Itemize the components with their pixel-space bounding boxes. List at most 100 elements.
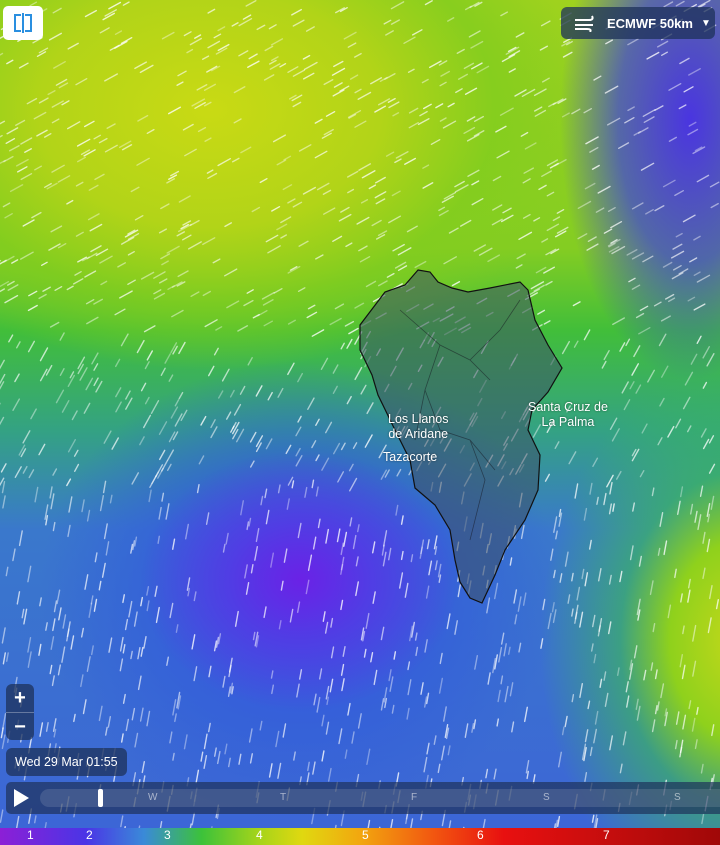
wind-streak: [534, 109, 547, 117]
wind-streak: [694, 510, 698, 523]
wind-streak: [363, 648, 367, 658]
wind-streak: [665, 293, 675, 300]
wind-streak: [577, 233, 588, 240]
wind-streak: [463, 126, 476, 135]
wind-streak: [134, 214, 144, 221]
timeline-handle[interactable]: [98, 789, 104, 807]
wind-streak: [255, 435, 264, 448]
wind-streak: [637, 609, 641, 621]
wind-streak: [641, 423, 648, 434]
wind-streak: [254, 631, 259, 647]
wind-streak: [286, 498, 290, 510]
wind-streak: [332, 385, 338, 394]
wind-streak: [76, 156, 87, 163]
wind-streak: [171, 309, 184, 318]
wind-streak: [525, 760, 530, 774]
wind-streak: [464, 87, 478, 96]
day-label[interactable]: F: [411, 792, 418, 803]
play-button[interactable]: [6, 782, 36, 814]
wind-streak: [48, 32, 62, 41]
day-label[interactable]: S: [674, 792, 681, 803]
wind-streak: [120, 236, 135, 245]
wind-streak: [463, 62, 475, 70]
zoom-out-button[interactable]: −: [14, 715, 26, 738]
place-los-llanos[interactable]: Los Llanos de Aridane: [388, 412, 449, 441]
wind-streak: [553, 823, 557, 828]
wind-streak: [120, 733, 124, 743]
place-santa-cruz[interactable]: Santa Cruz de La Palma: [528, 400, 608, 429]
wind-streak: [584, 572, 589, 587]
place-tazacorte[interactable]: Tazacorte: [383, 450, 438, 464]
wind-streak: [287, 476, 294, 486]
wind-streak: [9, 184, 24, 193]
wind-streak: [161, 492, 165, 502]
wind-streak: [340, 442, 346, 451]
wind-streak: [231, 686, 234, 695]
wind-streak: [211, 826, 213, 828]
wind-streak: [443, 256, 457, 265]
wind-streak: [348, 113, 357, 119]
wind-streak: [515, 32, 525, 38]
wind-streak: [158, 449, 166, 461]
day-label[interactable]: T: [280, 792, 287, 803]
timeline-track[interactable]: W T F S S: [40, 789, 720, 807]
wind-streak: [687, 425, 692, 433]
wind-streak: [696, 274, 711, 283]
wind-streak: [606, 474, 614, 488]
model-selector[interactable]: ECMWF 50km ▼: [561, 7, 715, 39]
wind-streak: [347, 109, 362, 119]
wind-streak: [66, 199, 74, 205]
wind-streak: [546, 420, 555, 433]
logo-button[interactable]: [3, 6, 43, 40]
wind-streak: [679, 746, 683, 758]
wind-streak: [269, 59, 277, 65]
wind-streak: [276, 159, 287, 166]
wind-streak: [197, 126, 207, 133]
wind-streak: [534, 106, 543, 112]
wind-streak: [176, 691, 181, 709]
wind-streak: [414, 632, 418, 641]
wind-streak: [248, 517, 252, 527]
wind-streak: [138, 825, 141, 828]
wind-streak: [233, 118, 242, 124]
wind-streak: [158, 421, 168, 435]
wind-streak: [83, 120, 95, 128]
wind-streak: [20, 137, 33, 145]
wind-streak: [71, 410, 78, 421]
wind-streak: [654, 205, 665, 212]
wind-streak: [556, 226, 569, 234]
wind-streak: [391, 190, 401, 197]
wind-streak: [368, 184, 377, 190]
wind-streak: [643, 116, 655, 124]
wind-streak: [639, 305, 649, 311]
wind-streak: [439, 117, 447, 122]
wind-streak: [22, 430, 31, 444]
wind-streak: [3, 155, 14, 163]
wind-streak: [51, 675, 55, 687]
wind-streak: [571, 572, 574, 582]
wind-streak: [100, 280, 108, 286]
wind-streak: [108, 1, 122, 10]
wind-streak: [7, 284, 19, 291]
wind-streak: [388, 215, 401, 224]
wind-streak: [157, 535, 161, 544]
wind-streak: [651, 487, 655, 497]
wind-streak: [8, 334, 14, 343]
day-label[interactable]: S: [543, 792, 550, 803]
wind-map[interactable]: Los Llanos de Aridane Tazacorte Santa Cr…: [0, 0, 720, 828]
wind-streak: [245, 0, 257, 7]
wind-streak: [155, 606, 160, 624]
wind-streak: [52, 718, 57, 732]
wind-streak: [543, 266, 555, 274]
wind-streak: [45, 622, 48, 631]
wind-streak: [619, 342, 626, 352]
wind-streak: [344, 749, 348, 759]
day-label[interactable]: W: [148, 792, 158, 803]
wind-streak: [307, 397, 315, 410]
wind-streak: [149, 475, 158, 488]
wind-streak: [248, 728, 253, 743]
wind-streak: [667, 425, 675, 438]
zoom-in-button[interactable]: +: [6, 684, 34, 713]
wind-streak: [56, 589, 61, 605]
wind-streak: [277, 484, 281, 494]
